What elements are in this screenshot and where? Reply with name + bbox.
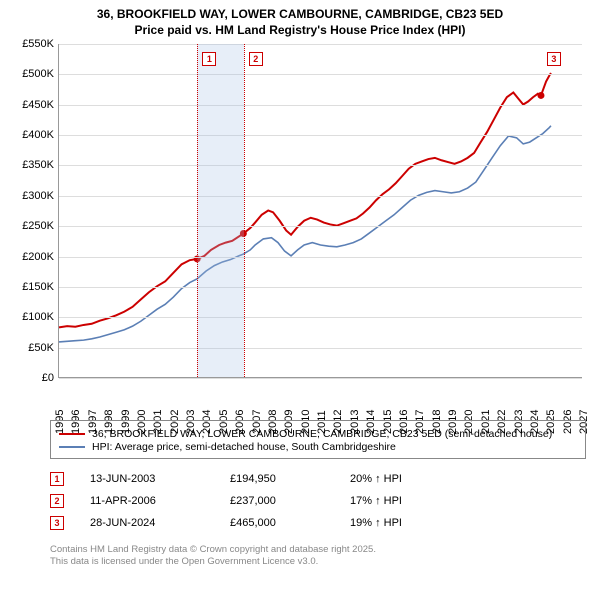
legend-label: HPI: Average price, semi-detached house,… [92,441,396,453]
series-price_paid [59,73,551,327]
sale-price: £194,950 [230,473,350,485]
legend-swatch [59,433,85,435]
sale-marker-2: 2 [249,52,263,66]
sale-dot [537,92,544,99]
footer-line-2: This data is licensed under the Open Gov… [50,556,586,568]
y-tick-label: £200K [10,251,54,263]
y-tick-label: £400K [10,129,54,141]
sale-row-marker: 2 [50,494,64,508]
sale-date: 13-JUN-2003 [90,473,230,485]
legend-item: HPI: Average price, semi-detached house,… [59,441,577,453]
title-line-2: Price paid vs. HM Land Registry's House … [0,22,600,38]
sale-row-marker: 1 [50,472,64,486]
y-tick-label: £150K [10,281,54,293]
gridline-h [59,257,582,258]
chart-area: 1 2 3 £0 £50K £100K £150K £200K £250K £300K £350K… [10,44,590,414]
plot-region: 1 2 3 [58,44,582,378]
y-tick-label: £500K [10,68,54,80]
sale-date: 11-APR-2006 [90,495,230,507]
attribution-footer: Contains HM Land Registry data © Crown c… [50,544,586,569]
legend-item: 36, BROOKFIELD WAY, LOWER CAMBOURNE, CAM… [59,428,577,440]
y-tick-label: £550K [10,38,54,50]
sale-vs-hpi: 19% ↑ HPI [350,517,470,529]
sale-vline [244,44,245,377]
y-tick-label: £250K [10,220,54,232]
gridline-h [59,165,582,166]
title-line-1: 36, BROOKFIELD WAY, LOWER CAMBOURNE, CAM… [0,6,600,22]
sale-row: 3 28-JUN-2024£465,00019% ↑ HPI [50,512,586,534]
gridline-h [59,378,582,379]
gridline-h [59,44,582,45]
sales-table: 1 13-JUN-2003£194,95020% ↑ HPI 2 11-APR-200… [50,468,586,534]
highlight-band [197,44,243,377]
y-tick-label: £100K [10,311,54,323]
y-tick-label: £50K [10,342,54,354]
y-tick-label: £450K [10,99,54,111]
sale-price: £237,000 [230,495,350,507]
gridline-h [59,105,582,106]
gridline-h [59,348,582,349]
gridline-h [59,226,582,227]
footer-line-1: Contains HM Land Registry data © Crown c… [50,544,586,556]
sale-row-marker: 3 [50,516,64,530]
sale-vline [197,44,198,377]
sale-row: 2 11-APR-2006£237,00017% ↑ HPI [50,490,586,512]
y-tick-label: £350K [10,159,54,171]
sale-marker-1: 1 [202,52,216,66]
y-tick-label: £300K [10,190,54,202]
legend-label: 36, BROOKFIELD WAY, LOWER CAMBOURNE, CAM… [92,428,552,440]
gridline-h [59,135,582,136]
sale-marker-3: 3 [547,52,561,66]
legend-swatch [59,446,85,448]
gridline-h [59,196,582,197]
gridline-h [59,317,582,318]
legend: 36, BROOKFIELD WAY, LOWER CAMBOURNE, CAM… [50,420,586,459]
sale-vs-hpi: 17% ↑ HPI [350,495,470,507]
gridline-h [59,74,582,75]
y-tick-label: £0 [10,372,54,384]
sale-date: 28-JUN-2024 [90,517,230,529]
gridline-h [59,287,582,288]
chart-title: 36, BROOKFIELD WAY, LOWER CAMBOURNE, CAM… [0,0,600,38]
sale-row: 1 13-JUN-2003£194,95020% ↑ HPI [50,468,586,490]
sale-vs-hpi: 20% ↑ HPI [350,473,470,485]
plot-svg [59,44,582,377]
series-hpi [59,126,551,342]
sale-price: £465,000 [230,517,350,529]
